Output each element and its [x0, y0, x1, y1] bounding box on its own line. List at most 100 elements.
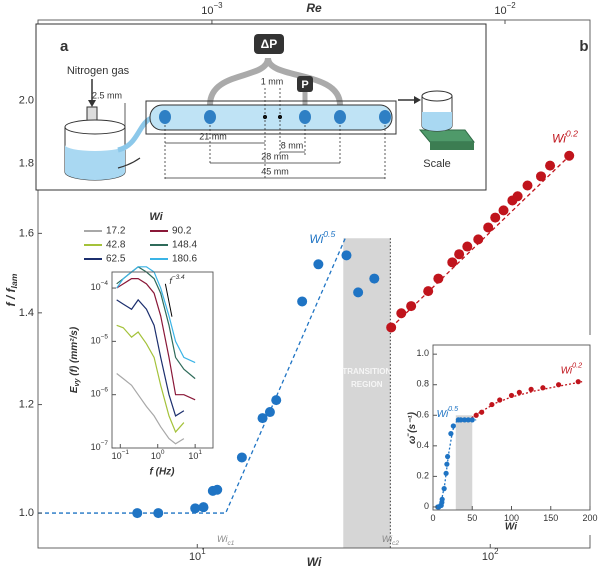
data-point	[575, 379, 581, 385]
data-point	[198, 502, 209, 513]
y-tick-label: 0.8	[416, 379, 429, 389]
data-point	[448, 431, 454, 437]
x-axis-title: f (Hz)	[150, 467, 176, 478]
shaded-region	[455, 415, 473, 510]
data-point	[489, 401, 495, 408]
tank-top	[64, 119, 126, 135]
y-tick-label-part: 0	[424, 501, 429, 511]
beaker-top	[421, 90, 453, 102]
ports	[159, 110, 391, 124]
scale-side	[430, 142, 474, 150]
y-axis-title: f / flam	[4, 273, 19, 306]
data-point	[461, 417, 468, 423]
data-point	[535, 171, 546, 182]
y-tick-label-part: 1.4	[19, 307, 34, 319]
threshold-label-part: c1	[227, 540, 234, 547]
gas-label: Nitrogen gas	[67, 65, 130, 77]
x-tick-label: 50	[467, 513, 477, 523]
data-point	[132, 508, 143, 519]
legend-label: 180.6	[172, 254, 197, 265]
slope-label: f−3.4	[169, 274, 185, 287]
data-point	[433, 273, 444, 284]
x2-tick-label: 10−3	[201, 1, 223, 17]
y-axis-title: Evy (f) (mm²/s)	[69, 326, 81, 393]
y-tick-label: 10−7	[91, 440, 109, 453]
y-tick-label-part: 1.2	[19, 398, 34, 410]
y-tick-label-part: 10	[91, 336, 101, 346]
data-point	[508, 392, 515, 399]
y-tick-label: 10−4	[91, 280, 109, 293]
y-tick-label-part: 0.8	[416, 379, 429, 389]
dp-label: ΔP	[261, 37, 278, 51]
y-axis-title-part: (f) (mm²/s)	[69, 326, 80, 378]
data-point	[406, 301, 417, 312]
data-point	[528, 386, 534, 392]
y-tick-label: 0.6	[416, 410, 429, 420]
threshold-label-part: Wi	[382, 534, 393, 544]
y-tick-label: 0.2	[416, 471, 429, 481]
dim-label: 21 mm	[199, 131, 227, 141]
legend-label: 148.4	[172, 240, 197, 251]
spectrum-line	[116, 298, 185, 417]
legend-label: 62.5	[106, 254, 126, 265]
spectrum-line	[116, 278, 196, 401]
y-tick-label-part: 2.0	[19, 94, 34, 106]
x-tick-label-part: 1	[198, 449, 202, 456]
x2-tick-label-part: −3	[214, 1, 224, 10]
x-tick-label-part: 150	[543, 513, 558, 523]
fit-label: Wi0.5	[437, 404, 460, 420]
panel-label: b	[579, 38, 588, 55]
plot-frame	[37, 19, 591, 549]
fit-label-part: Wi	[437, 409, 449, 420]
data-point	[341, 250, 352, 261]
threshold-label-part: Wi	[217, 534, 228, 544]
y-tick-label-part: 0.6	[416, 410, 429, 420]
fit-label-part: Wi	[309, 232, 323, 246]
y-tick-label: 0	[424, 501, 429, 511]
x-tick-label-part: −1	[122, 449, 130, 456]
x-tick-label-part: 50	[467, 513, 477, 523]
channel-holder	[145, 100, 397, 135]
data-point	[458, 417, 464, 423]
y-axis-title-part: lam	[9, 273, 19, 288]
y-tick-label: 1.0	[416, 349, 429, 359]
dim-label: 8 mm	[281, 140, 304, 150]
schematic: a Nitrogen gas 2.5 mm ΔP P 1 mm 21 mm 8 …	[35, 23, 487, 191]
fit-label: Wi0.5	[309, 230, 335, 247]
threshold-label-part: c2	[392, 540, 399, 547]
x-tick-label: 10−1	[112, 449, 130, 462]
y-tick-label-part: 1.0	[416, 349, 429, 359]
legend-label: 90.2	[172, 226, 192, 237]
y-tick-label-part: 10	[91, 282, 101, 292]
legend-label: 17.2	[106, 226, 126, 237]
data-point	[469, 417, 475, 423]
x-tick-label-part: 10	[189, 551, 201, 563]
fit-label-part: 0.2	[572, 361, 582, 370]
x-tick-label-part: 100	[504, 513, 519, 523]
y-tick-label-part: −7	[101, 440, 109, 447]
data-point	[545, 160, 556, 171]
y-tick-label-part: −6	[101, 386, 109, 393]
x-tick-label: 100	[151, 449, 165, 462]
x-tick-label-part: 10	[112, 451, 122, 461]
data-point	[236, 452, 247, 463]
slope-line	[164, 283, 173, 317]
x-tick-label: 101	[189, 547, 206, 563]
data-point	[313, 259, 324, 270]
y-tick-label-part: 0.2	[416, 471, 429, 481]
region-label: TRANSITION	[342, 367, 391, 376]
data-point	[386, 322, 397, 333]
y-tick-label: 10−6	[91, 386, 109, 399]
data-point	[271, 395, 282, 406]
x-tick-label-part: 10	[482, 551, 494, 563]
x-tick-label: 102	[482, 547, 499, 563]
data-point	[454, 249, 465, 260]
data-point	[447, 257, 458, 268]
y-tick-label-part: 0.4	[416, 440, 429, 450]
threshold-label: Wic1	[217, 534, 235, 546]
data-point	[190, 503, 201, 514]
shaded-region	[343, 238, 391, 548]
